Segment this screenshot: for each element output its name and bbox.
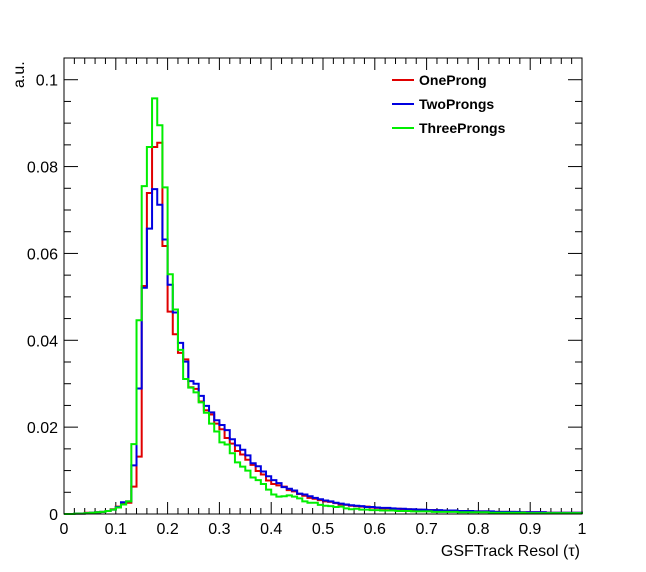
x-tick-label: 0.5	[312, 521, 334, 538]
plot-area	[64, 58, 582, 514]
x-tick-label: 0.4	[260, 521, 282, 538]
series-layer	[64, 97, 583, 515]
series-line-threeprongs	[64, 97, 583, 515]
x-tick-label: 0	[60, 521, 69, 538]
x-tick-labels: 0 0.1 0.2 0.3 0.4 0.5 0.6 0.7 0.8 0.9 1	[60, 521, 587, 538]
x-tick-label: 0.3	[208, 521, 230, 538]
x-tick-label: 0.7	[415, 521, 437, 538]
legend-label-oneprong: OneProng	[419, 72, 487, 88]
legend-label-twoprongs: TwoProngs	[419, 96, 494, 112]
y-tick-label: 0.04	[27, 333, 58, 350]
y-axis-title: a.u.	[11, 61, 28, 88]
y-tick-label: 0.08	[27, 160, 58, 177]
x-tick-label: 0.2	[156, 521, 178, 538]
y-tick-label: 0.06	[27, 246, 58, 263]
y-tick-label: 0	[49, 507, 58, 524]
y-tick-label: 0.1	[36, 73, 58, 90]
legend: OneProng TwoProngs ThreeProngs	[392, 72, 506, 136]
x-tick-label: 0.8	[467, 521, 489, 538]
x-axis-title: GSFTrack Resol (τ)	[441, 543, 580, 560]
series-line-twoprongs	[64, 188, 583, 515]
x-tick-label: 0.1	[105, 521, 127, 538]
plot-frame	[63, 57, 583, 515]
x-tick-label: 1	[578, 521, 587, 538]
y-tick-label: 0.02	[27, 420, 58, 437]
x-tick-label: 0.6	[364, 521, 386, 538]
x-tick-label: 0.9	[519, 521, 541, 538]
legend-label-threeprongs: ThreeProngs	[419, 120, 506, 136]
y-tick-labels: 0 0.02 0.04 0.06 0.08 0.1	[27, 73, 58, 524]
